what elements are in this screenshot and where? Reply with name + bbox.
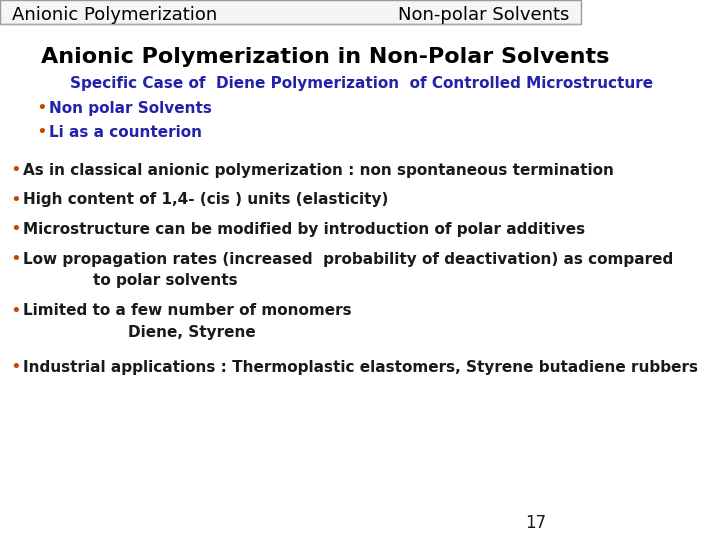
FancyBboxPatch shape <box>0 0 581 24</box>
Text: •: • <box>11 191 21 209</box>
Text: •: • <box>11 250 21 268</box>
Text: 17: 17 <box>525 514 546 532</box>
Text: Li as a counterion: Li as a counterion <box>50 125 202 140</box>
Text: Anionic Polymerization: Anionic Polymerization <box>12 6 217 24</box>
Text: •: • <box>11 220 21 239</box>
Text: Microstructure can be modified by introduction of polar additives: Microstructure can be modified by introd… <box>23 222 585 237</box>
Text: to polar solvents: to polar solvents <box>93 273 238 288</box>
Text: Anionic Polymerization in Non-Polar Solvents: Anionic Polymerization in Non-Polar Solv… <box>40 46 609 67</box>
Text: As in classical anionic polymerization : non spontaneous termination: As in classical anionic polymerization :… <box>23 163 614 178</box>
Text: Industrial applications : Thermoplastic elastomers, Styrene butadiene rubbers: Industrial applications : Thermoplastic … <box>23 360 698 375</box>
Text: •: • <box>37 99 48 117</box>
Text: •: • <box>11 358 21 376</box>
Text: •: • <box>37 123 48 141</box>
Text: Specific Case of  Diene Polymerization  of Controlled Microstructure: Specific Case of Diene Polymerization of… <box>70 76 653 91</box>
Text: Limited to a few number of monomers: Limited to a few number of monomers <box>23 303 352 318</box>
Text: High content of 1,4- (cis ) units (elasticity): High content of 1,4- (cis ) units (elast… <box>23 192 389 207</box>
Text: Diene, Styrene: Diene, Styrene <box>127 325 256 340</box>
Text: •: • <box>11 161 21 179</box>
Text: Non polar Solvents: Non polar Solvents <box>50 100 212 116</box>
Text: •: • <box>11 301 21 320</box>
Text: Non-polar Solvents: Non-polar Solvents <box>397 6 569 24</box>
Text: Low propagation rates (increased  probability of deactivation) as compared: Low propagation rates (increased probabi… <box>23 252 673 267</box>
